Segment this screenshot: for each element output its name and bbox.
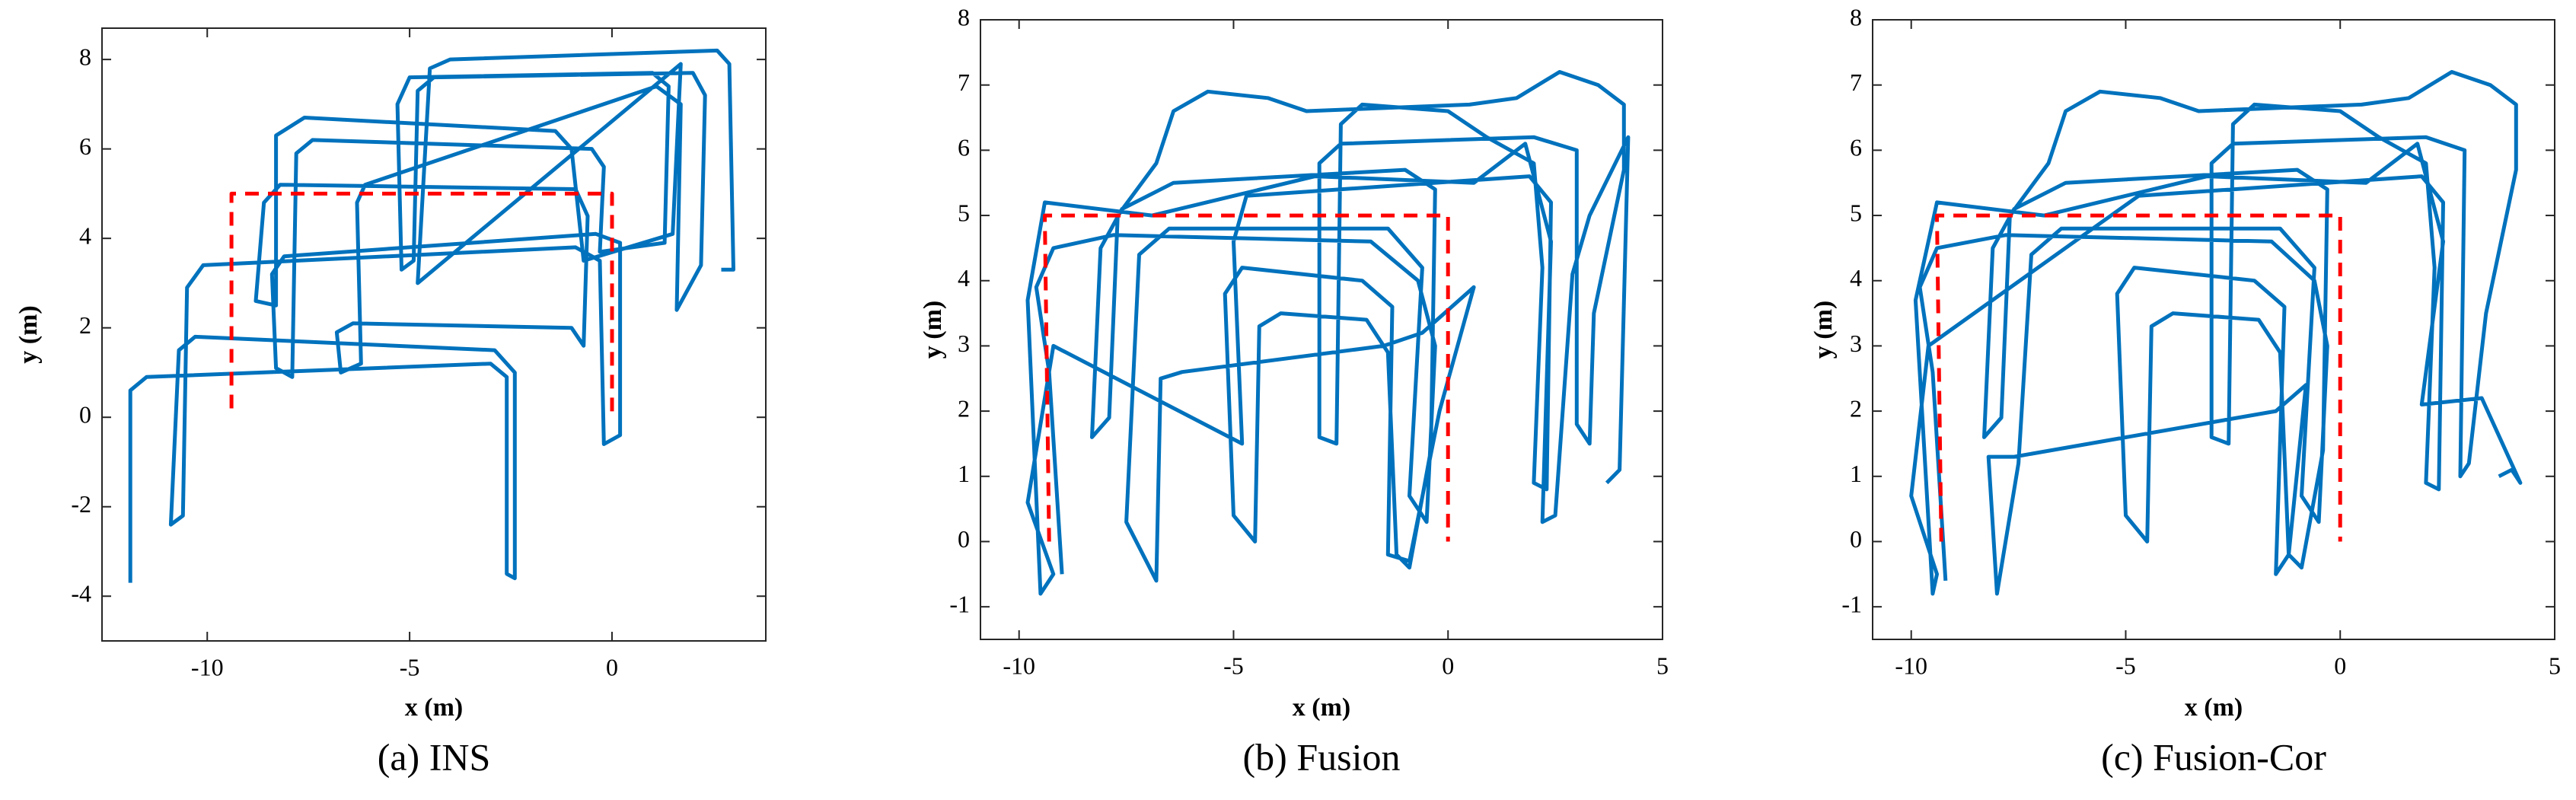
y-tick-label: 0 [1850, 525, 1862, 553]
y-tick-label: 3 [958, 330, 970, 357]
y-tick-label: 8 [958, 3, 970, 30]
trajectory [128, 48, 735, 583]
y-tick-label: 7 [958, 69, 970, 96]
x-tick-label: 5 [1656, 652, 1669, 679]
y-tick-label: 0 [79, 401, 91, 429]
trajectory [1043, 213, 1450, 542]
x-tick-label: -10 [191, 653, 224, 680]
y-tick-label: -2 [71, 490, 91, 518]
x-tick-label: -5 [400, 653, 420, 680]
y-tick-label: 0 [958, 525, 970, 553]
y-axis-label: y (m) [1809, 301, 1838, 359]
x-tick-label: -10 [1003, 652, 1035, 679]
y-tick-label: 1 [1850, 460, 1862, 487]
x-axis-label: x (m) [405, 693, 463, 722]
y-tick-label: 8 [79, 43, 91, 70]
x-axis-label: x (m) [2185, 693, 2243, 722]
y-tick-label: 6 [1850, 134, 1862, 161]
x-axis-label: x (m) [1293, 693, 1350, 722]
y-tick-label: 4 [1850, 264, 1862, 292]
x-tick-label: -10 [1895, 652, 1927, 679]
x-tick-label: 0 [606, 653, 618, 680]
y-tick-label: 5 [958, 199, 970, 226]
axes-box [980, 19, 1663, 640]
y-tick-label: 7 [1850, 69, 1862, 96]
y-tick-label: 2 [958, 394, 970, 422]
y-tick-label: 2 [79, 311, 91, 339]
y-tick-label: -1 [949, 591, 970, 618]
y-tick-label: 3 [1850, 330, 1862, 357]
y-axis-label: y (m) [919, 301, 947, 359]
y-tick-label: 1 [958, 460, 970, 487]
caption: (a) INS [378, 735, 491, 778]
caption: (c) Fusion-Cor [2101, 735, 2326, 778]
y-tick-label: 4 [79, 222, 91, 250]
caption: (b) Fusion [1243, 735, 1401, 778]
plot: -10 -5 0 -4 -2 0 2 4 6 8 x (m) y (m) (a) INS [14, 27, 767, 778]
trajectory [1909, 70, 2523, 596]
y-tick-label: 4 [958, 264, 970, 292]
axes-box [101, 27, 767, 642]
x-tick-label: 0 [2334, 652, 2346, 679]
y-tick-label: -1 [1841, 591, 1862, 618]
x-tick-label: 0 [1442, 652, 1454, 679]
y-tick-label: 6 [958, 134, 970, 161]
y-tick-label: 8 [1850, 3, 1862, 30]
y-tick-label: 2 [1850, 394, 1862, 422]
x-tick-label: -5 [2115, 652, 2136, 679]
y-tick-label: 5 [1850, 199, 1862, 226]
y-axis-label: y (m) [14, 305, 43, 363]
y-tick-label: 6 [79, 132, 91, 160]
x-tick-label: 5 [2549, 652, 2561, 679]
x-tick-label: -5 [1223, 652, 1244, 679]
axes-box [1872, 19, 2555, 640]
trajectory [1025, 70, 1631, 596]
y-tick-label: -4 [71, 580, 91, 607]
trajectory [1935, 213, 2342, 542]
